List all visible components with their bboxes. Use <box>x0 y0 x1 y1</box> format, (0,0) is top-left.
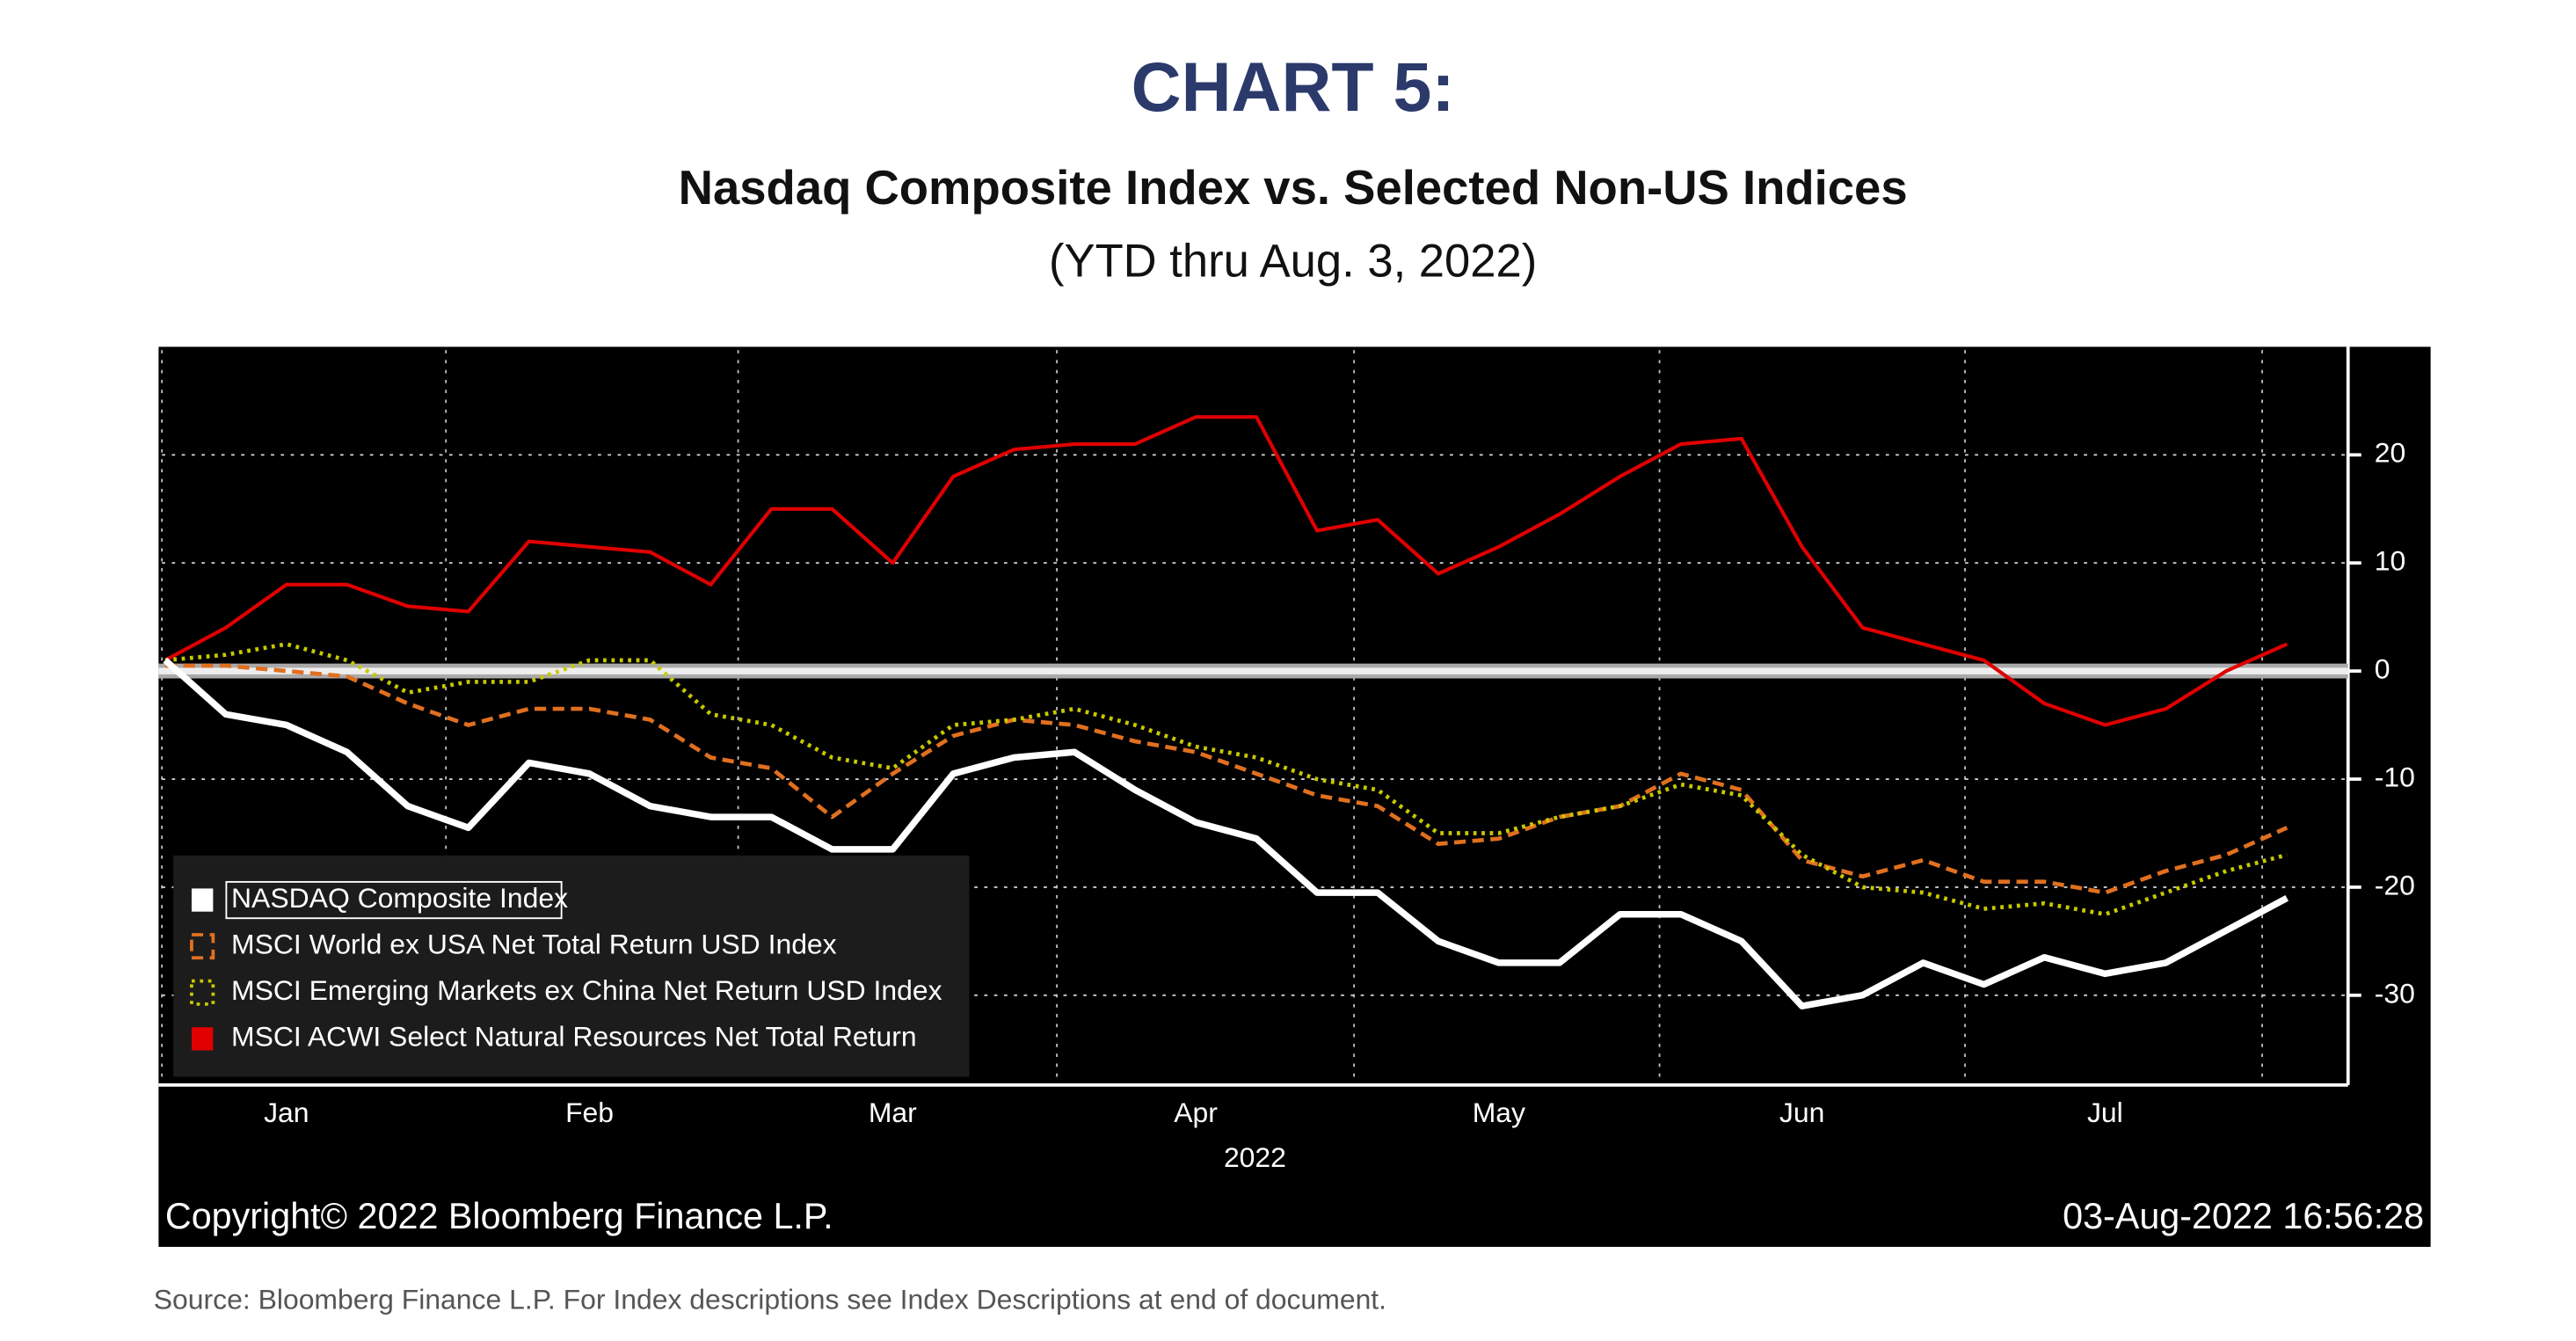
legend-swatch <box>191 888 214 912</box>
series-line <box>164 663 2289 895</box>
chart-title: CHART 5: <box>1132 48 1455 126</box>
timestamp: 03-Aug-2022 16:56:28 <box>2063 1196 2424 1236</box>
legend-label: MSCI Emerging Markets ex China Net Retur… <box>231 974 942 1006</box>
source-note: Source: Bloomberg Finance L.P. For Index… <box>154 1283 1386 1315</box>
x-tick-label: Mar <box>869 1097 917 1128</box>
legend-label: MSCI World ex USA Net Total Return USD I… <box>231 929 837 960</box>
copyright: Copyright© 2022 Bloomberg Finance L.P. <box>165 1196 833 1236</box>
legend-swatch <box>190 933 215 960</box>
plot: -30 -20 -10 0 10 20 Jan Feb Mar Apr May Jun Jul NASDA… <box>158 415 2415 1128</box>
y-tick-label: -30 <box>2375 977 2415 1009</box>
plot-background <box>158 346 2431 1247</box>
x-tick-label: Jun <box>1779 1097 1824 1128</box>
legend-box <box>173 855 970 1077</box>
y-tick-label: -10 <box>2375 761 2415 792</box>
series-line <box>164 642 2288 917</box>
y-tick-label: -20 <box>2375 869 2415 900</box>
x-tick-label: Jul <box>2087 1097 2123 1128</box>
series-line <box>163 658 2289 1009</box>
x-axis-label: 2022 <box>1224 1141 1286 1173</box>
y-tick-label: 0 <box>2375 653 2390 685</box>
chart-subtitle: (YTD thru Aug. 3, 2022) <box>1049 235 1537 287</box>
x-tick-label: Feb <box>565 1097 614 1128</box>
series-line <box>164 415 2289 727</box>
month-dividers <box>161 350 2264 1082</box>
legend-label: NASDAQ Composite Index <box>231 882 568 914</box>
chart-subtitle: Nasdaq Composite Index vs. Selected Non-… <box>679 161 1908 215</box>
y-tick-label: 10 <box>2375 545 2406 577</box>
y-tick-label: 20 <box>2375 437 2406 469</box>
legend-swatch <box>191 1027 214 1051</box>
legend-swatch <box>190 979 215 1006</box>
legend-highlight <box>225 880 563 920</box>
legend-label: MSCI ACWI Select Natural Resources Net T… <box>231 1021 917 1053</box>
x-tick-label: Jan <box>264 1097 309 1128</box>
x-tick-label: May <box>1473 1097 1525 1128</box>
x-tick-label: Apr <box>1174 1097 1218 1128</box>
